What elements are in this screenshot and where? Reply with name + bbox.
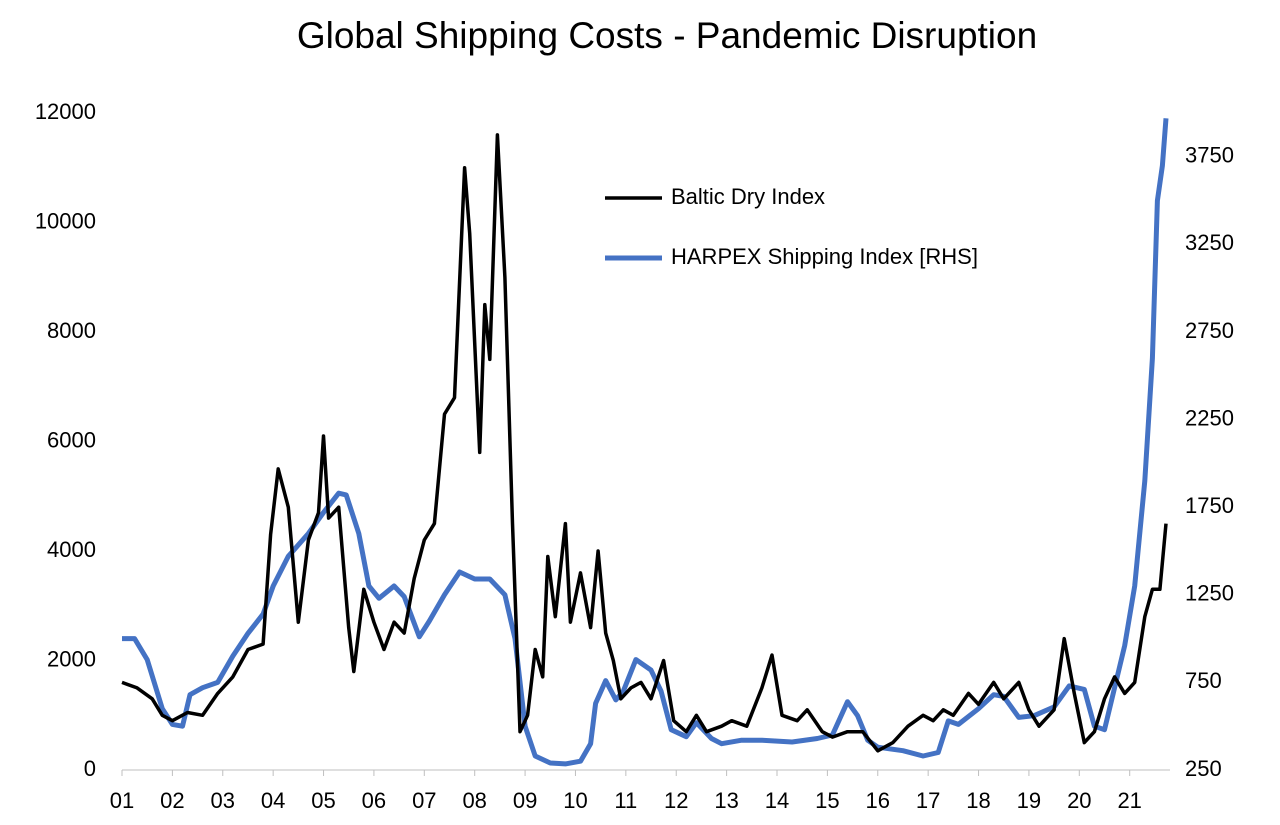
- series-line: [122, 118, 1169, 767]
- y2-tick-label: 2750: [1185, 318, 1234, 343]
- x-tick-label: 12: [664, 788, 688, 813]
- y-tick-label: 10000: [35, 208, 96, 233]
- x-tick-label: 04: [261, 788, 285, 813]
- y2-tick-label: 1250: [1185, 581, 1234, 606]
- y-tick-label: 8000: [47, 318, 96, 343]
- chart-title: Global Shipping Costs - Pandemic Disrupt…: [297, 15, 1037, 56]
- series-line: [121, 133, 1168, 753]
- x-tick-label: 19: [1017, 788, 1041, 813]
- x-tick-label: 10: [563, 788, 587, 813]
- y2-tick-label: 750: [1185, 668, 1222, 693]
- y2-tick-label: 3750: [1185, 143, 1234, 168]
- x-tick-label: 21: [1117, 788, 1141, 813]
- x-tick-label: 07: [412, 788, 436, 813]
- x-tick-label: 20: [1067, 788, 1091, 813]
- y-tick-label: 2000: [47, 646, 96, 671]
- x-tick-label: 01: [110, 788, 134, 813]
- y2-tick-label: 250: [1185, 756, 1222, 781]
- y-tick-label: 12000: [35, 99, 96, 124]
- y-tick-label: 0: [84, 756, 96, 781]
- y-tick-label: 4000: [47, 537, 96, 562]
- x-tick-label: 13: [714, 788, 738, 813]
- legend-label: HARPEX Shipping Index [RHS]: [671, 244, 978, 269]
- x-tick-label: 05: [311, 788, 335, 813]
- legend-label: Baltic Dry Index: [671, 184, 825, 209]
- y2-tick-label: 1750: [1185, 493, 1234, 518]
- x-tick-label: 11: [614, 788, 637, 813]
- y-tick-label: 6000: [47, 427, 96, 452]
- y2-tick-label: 2250: [1185, 405, 1234, 430]
- x-tick-label: 15: [815, 788, 839, 813]
- x-tick-label: 18: [966, 788, 990, 813]
- x-tick-label: 06: [362, 788, 386, 813]
- x-tick-label: 03: [211, 788, 235, 813]
- y2-tick-label: 3250: [1185, 230, 1234, 255]
- x-tick-label: 08: [462, 788, 486, 813]
- x-tick-label: 09: [513, 788, 537, 813]
- x-tick-label: 14: [765, 788, 789, 813]
- x-tick-label: 02: [160, 788, 184, 813]
- x-tick-label: 17: [916, 788, 940, 813]
- x-tick-label: 16: [866, 788, 890, 813]
